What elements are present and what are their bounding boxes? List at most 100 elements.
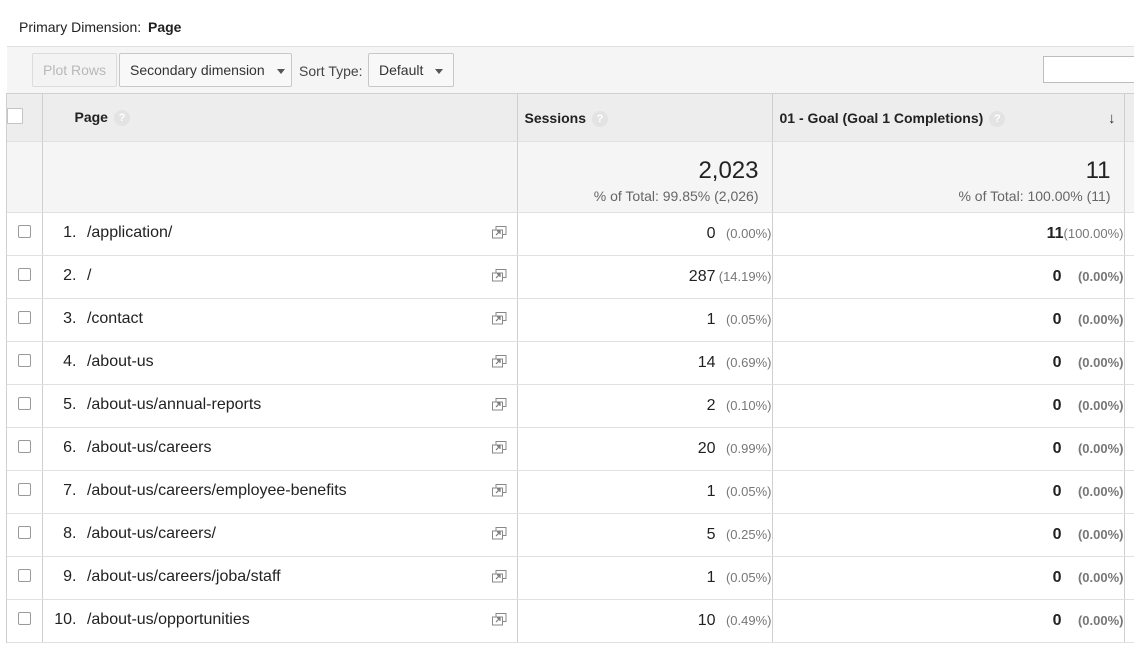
sessions-cell: 5 (0.25%)	[516, 513, 772, 557]
primary-dimension-value[interactable]: Page	[148, 19, 182, 35]
page-link[interactable]: /about-us/careers	[86, 439, 212, 456]
sessions-column-header[interactable]: Sessions?	[516, 93, 772, 142]
row-index: 7.	[63, 482, 77, 499]
row-checkbox-cell	[7, 427, 42, 471]
row-checkbox[interactable]	[17, 483, 31, 496]
open-in-new-window-icon[interactable]	[491, 527, 507, 545]
sort-type-dropdown[interactable]: Default	[368, 53, 454, 87]
sessions-cell: 0 (0.00%)	[516, 212, 772, 256]
goal-total-cell: 11 % of Total: 100.00% (11)	[771, 141, 1124, 213]
totals-row: 2,023 % of Total: 99.85% (2,026) 11 % of…	[7, 141, 1134, 213]
secondary-dimension-label: Secondary dimension	[130, 62, 265, 78]
sessions-value: 1	[706, 483, 716, 500]
page-cell: 1. /application/	[41, 212, 517, 256]
goal-total: 11	[1085, 157, 1111, 184]
sessions-cell: 1 (0.05%)	[516, 470, 772, 514]
row-checkbox[interactable]	[17, 225, 31, 238]
open-in-new-window-icon[interactable]	[491, 570, 507, 588]
page-link[interactable]: /about-us/careers/	[86, 525, 216, 542]
table-row: 3. /contact 1 (0.05%) 0 (0.00%)	[7, 298, 1134, 342]
sessions-percent: (0.05%)	[725, 312, 772, 327]
row-checkbox-cell	[7, 513, 42, 557]
goal-value: 0	[1052, 268, 1062, 285]
open-in-new-window-icon[interactable]	[491, 355, 507, 373]
page-cell: 7. /about-us/careers/employee-benefits	[41, 470, 517, 514]
open-in-new-window-icon[interactable]	[491, 226, 507, 244]
page-link[interactable]: /	[86, 267, 92, 284]
open-in-new-window-icon[interactable]	[491, 613, 507, 631]
select-all-cell	[7, 93, 42, 142]
open-in-new-window-icon[interactable]	[491, 484, 507, 502]
goal-cell: 0 (0.00%)	[771, 599, 1124, 643]
page-cell: 8. /about-us/careers/	[41, 513, 517, 557]
row-checkbox[interactable]	[17, 612, 31, 625]
open-in-new-window-icon[interactable]	[491, 398, 507, 416]
table-row: 9. /about-us/careers/joba/staff 1 (0.05%)…	[7, 556, 1134, 600]
row-index: 10.	[54, 611, 77, 628]
open-in-new-window-icon[interactable]	[491, 312, 507, 330]
goal-percent: (0.00%)	[1077, 570, 1124, 585]
page-link[interactable]: /about-us/annual-reports	[86, 396, 262, 413]
row-extra-cell	[1123, 255, 1134, 299]
row-checkbox-cell	[7, 470, 42, 514]
primary-dimension-label: Primary Dimension:	[19, 19, 142, 35]
help-icon[interactable]: ?	[113, 110, 130, 127]
goal-value: 0	[1052, 526, 1062, 543]
page-link[interactable]: /about-us/careers/joba/staff	[86, 568, 281, 585]
page-link[interactable]: /application/	[86, 224, 173, 241]
sessions-cell: 20 (0.99%)	[516, 427, 772, 471]
sessions-percent: (0.05%)	[725, 570, 772, 585]
page-link[interactable]: /contact	[86, 310, 143, 327]
select-all-checkbox[interactable]	[7, 108, 23, 124]
page-column-header[interactable]: Page?	[41, 93, 517, 142]
sort-type-label: Sort Type:	[299, 63, 363, 79]
goal-percent: (0.00%)	[1077, 527, 1124, 542]
page-link[interactable]: /about-us	[86, 353, 154, 370]
row-extra-cell	[1123, 298, 1134, 342]
secondary-dimension-dropdown[interactable]: Secondary dimension	[119, 53, 292, 87]
page-cell: 4. /about-us	[41, 341, 517, 385]
goal-percent: (0.00%)	[1077, 613, 1124, 628]
row-checkbox[interactable]	[17, 569, 31, 582]
sort-descending-arrow-icon[interactable]: ↓	[1108, 109, 1116, 127]
sessions-value: 20	[697, 440, 716, 457]
goal-column-header[interactable]: 01 - Goal (Goal 1 Completions)? ↓	[771, 93, 1124, 142]
help-icon[interactable]: ?	[591, 111, 608, 128]
sessions-cell: 14 (0.69%)	[516, 341, 772, 385]
page-link[interactable]: /about-us/opportunities	[86, 611, 250, 628]
table-search-input[interactable]	[1043, 56, 1134, 83]
goal-percent: (0.00%)	[1077, 269, 1124, 284]
row-checkbox-cell	[7, 384, 42, 428]
row-checkbox[interactable]	[17, 397, 31, 410]
sessions-value: 5	[706, 526, 716, 543]
goal-value: 0	[1052, 440, 1062, 457]
row-checkbox[interactable]	[17, 526, 31, 539]
goal-cell: 0 (0.00%)	[771, 341, 1124, 385]
page-link[interactable]: /about-us/careers/employee-benefits	[86, 482, 347, 499]
row-checkbox[interactable]	[17, 440, 31, 453]
open-in-new-window-icon[interactable]	[491, 269, 507, 287]
page-cell: 2. /	[41, 255, 517, 299]
row-checkbox[interactable]	[17, 311, 31, 324]
row-extra-cell	[1123, 212, 1134, 256]
row-extra-cell	[1123, 427, 1134, 471]
page-cell: 9. /about-us/careers/joba/staff	[41, 556, 517, 600]
goal-percent: (0.00%)	[1077, 312, 1124, 327]
sessions-percent: (0.49%)	[725, 613, 772, 628]
data-table: Page? Sessions? 01 - Goal (Goal 1 Comple…	[7, 93, 1134, 643]
goal-value: 0	[1052, 311, 1062, 328]
row-checkbox[interactable]	[17, 268, 31, 281]
plot-rows-button[interactable]: Plot Rows	[32, 53, 118, 87]
table-row: 6. /about-us/careers 20 (0.99%) 0 (0.00%)	[7, 427, 1134, 471]
page-cell: 10. /about-us/opportunities	[41, 599, 517, 643]
row-checkbox-cell	[7, 341, 42, 385]
open-in-new-window-icon[interactable]	[491, 441, 507, 459]
table-row: 2. / 287 (14.19%) 0 (0.00%)	[7, 255, 1134, 299]
sessions-value: 2	[706, 397, 716, 414]
page-cell: 3. /contact	[41, 298, 517, 342]
row-checkbox[interactable]	[17, 354, 31, 367]
row-extra-cell	[1123, 384, 1134, 428]
help-icon[interactable]: ?	[989, 111, 1006, 128]
page-column-title: Page	[74, 108, 108, 125]
goal-value: 0	[1052, 569, 1062, 586]
